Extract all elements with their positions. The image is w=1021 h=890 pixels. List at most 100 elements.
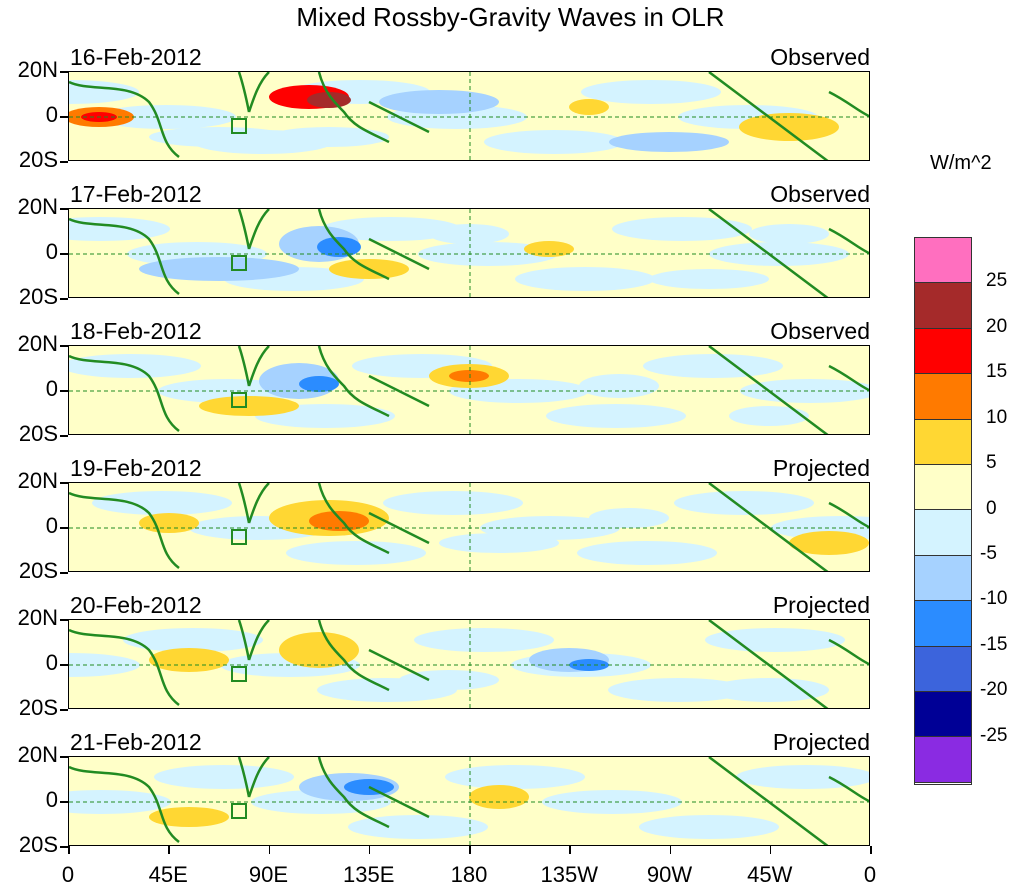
- latitude-label: 20S: [18, 832, 58, 857]
- lon-tick: [870, 846, 872, 854]
- colorbar-swatch: [915, 283, 971, 329]
- latitude-label: 20S: [18, 421, 58, 446]
- region-box: [231, 666, 247, 682]
- anomaly-band: [321, 217, 461, 241]
- anomaly-blob: [579, 374, 659, 398]
- colorbar-swatch: [915, 601, 971, 647]
- region-box: [231, 529, 247, 545]
- anomaly-band: [96, 105, 236, 129]
- lat-tick: [60, 116, 68, 118]
- lat-tick: [60, 801, 68, 803]
- longitude-label: 45W: [747, 862, 793, 887]
- anomaly-blob: [307, 92, 351, 108]
- latitude-label: 0: [45, 239, 58, 264]
- latitude-label: 0: [45, 376, 58, 401]
- latitude-label: 20N: [17, 331, 58, 356]
- anomaly-band: [515, 267, 655, 291]
- latitude-label: 20S: [18, 147, 58, 172]
- anomaly-blob: [649, 269, 769, 289]
- lat-tick: [60, 345, 68, 347]
- latitude-label: 20N: [17, 468, 58, 493]
- anomaly-band: [674, 491, 814, 515]
- lon-tick: [669, 846, 671, 854]
- anomaly-blob: [449, 370, 489, 382]
- longitude-label: 135E: [343, 862, 395, 887]
- anomaly-blob: [524, 241, 574, 257]
- anomaly-blob: [149, 648, 229, 672]
- anomaly-blob: [429, 224, 509, 244]
- lon-tick: [769, 846, 772, 854]
- coastline: [69, 757, 869, 845]
- longitude-label: 90W: [646, 862, 693, 887]
- anomaly-blob: [149, 127, 289, 147]
- region-box: [231, 118, 247, 134]
- longitude-label: 90E: [248, 862, 289, 887]
- region-box: [231, 392, 247, 408]
- anomaly-band: [736, 765, 869, 789]
- map-panel: [68, 756, 870, 846]
- panel-date: 17-Feb-2012: [70, 181, 202, 207]
- lon-tick: [569, 846, 571, 854]
- panel-kind: Projected: [772, 455, 870, 481]
- colorbar-label: 10: [986, 406, 1008, 428]
- lat-tick: [60, 208, 68, 210]
- colorbar-swatch: [915, 692, 971, 738]
- anomaly-band: [643, 354, 783, 378]
- latitude-label: 0: [45, 102, 58, 127]
- latitude-label: 20S: [18, 695, 58, 720]
- coastline: [69, 72, 869, 160]
- panel-date: 18-Feb-2012: [70, 318, 202, 344]
- colorbar-label: -20: [980, 679, 1008, 701]
- colorbar-swatch: [915, 555, 971, 602]
- colorbar-swatch: [915, 419, 971, 466]
- anomaly-blob: [279, 632, 359, 668]
- colorbar-swatch: [915, 465, 971, 511]
- map-panel: [68, 345, 870, 435]
- colorbar-label: 15: [986, 361, 1008, 383]
- latitude-label: 20N: [17, 194, 58, 219]
- lat-tick: [60, 161, 68, 163]
- panel-kind: Observed: [770, 44, 870, 70]
- lat-tick: [60, 846, 68, 848]
- lat-tick: [60, 482, 68, 484]
- coastline: [69, 209, 869, 297]
- anomaly-blob: [469, 785, 529, 809]
- lat-tick: [60, 435, 68, 437]
- colorbar-label: -5: [980, 542, 997, 564]
- longitude-label: 45E: [148, 862, 188, 887]
- anomaly-blob: [569, 99, 609, 115]
- anomaly-band: [445, 765, 585, 789]
- lat-tick: [60, 298, 68, 300]
- latitude-label: 0: [45, 787, 58, 812]
- anomaly-band: [484, 130, 624, 154]
- panel-date: 20-Feb-2012: [70, 592, 202, 618]
- colorbar-label: 0: [986, 497, 997, 519]
- map-title: Mixed Rossby-Gravity Waves in OLR: [296, 2, 725, 32]
- anomaly-band: [92, 491, 232, 515]
- anomaly-band: [418, 242, 558, 266]
- coastline: [69, 483, 869, 571]
- colorbar-label: -25: [980, 724, 1008, 746]
- colorbar-swatch: [915, 238, 971, 284]
- anomaly-band: [612, 217, 752, 241]
- lat-tick: [60, 527, 68, 529]
- colorbar-swatch: [915, 646, 971, 693]
- anomaly-blob: [439, 533, 559, 553]
- anomaly-blob: [749, 224, 829, 244]
- colorbar-label: -15: [980, 633, 1008, 655]
- anomaly-band: [608, 678, 748, 702]
- anomaly-blob: [309, 511, 369, 531]
- anomaly-blob: [139, 513, 199, 533]
- lat-tick: [60, 71, 68, 73]
- lon-tick: [469, 846, 471, 854]
- panel-date: 19-Feb-2012: [70, 455, 202, 481]
- longitude-label: 0: [863, 862, 877, 887]
- colorbar-swatch: [915, 510, 971, 556]
- colorbar-label: 25: [986, 270, 1008, 292]
- coastline: [69, 620, 869, 708]
- anomaly-blob: [739, 113, 839, 141]
- lon-tick: [168, 846, 170, 854]
- panel-kind: Projected: [772, 592, 870, 618]
- anomaly-band: [414, 628, 554, 652]
- anomaly-blob: [199, 396, 299, 416]
